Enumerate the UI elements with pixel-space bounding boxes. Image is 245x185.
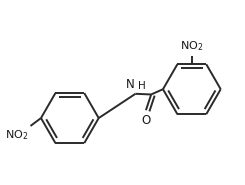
Text: O: O [141,114,150,127]
Text: H: H [138,80,146,90]
Text: N: N [126,78,135,90]
Text: NO$_2$: NO$_2$ [5,128,28,142]
Text: NO$_2$: NO$_2$ [180,39,204,53]
